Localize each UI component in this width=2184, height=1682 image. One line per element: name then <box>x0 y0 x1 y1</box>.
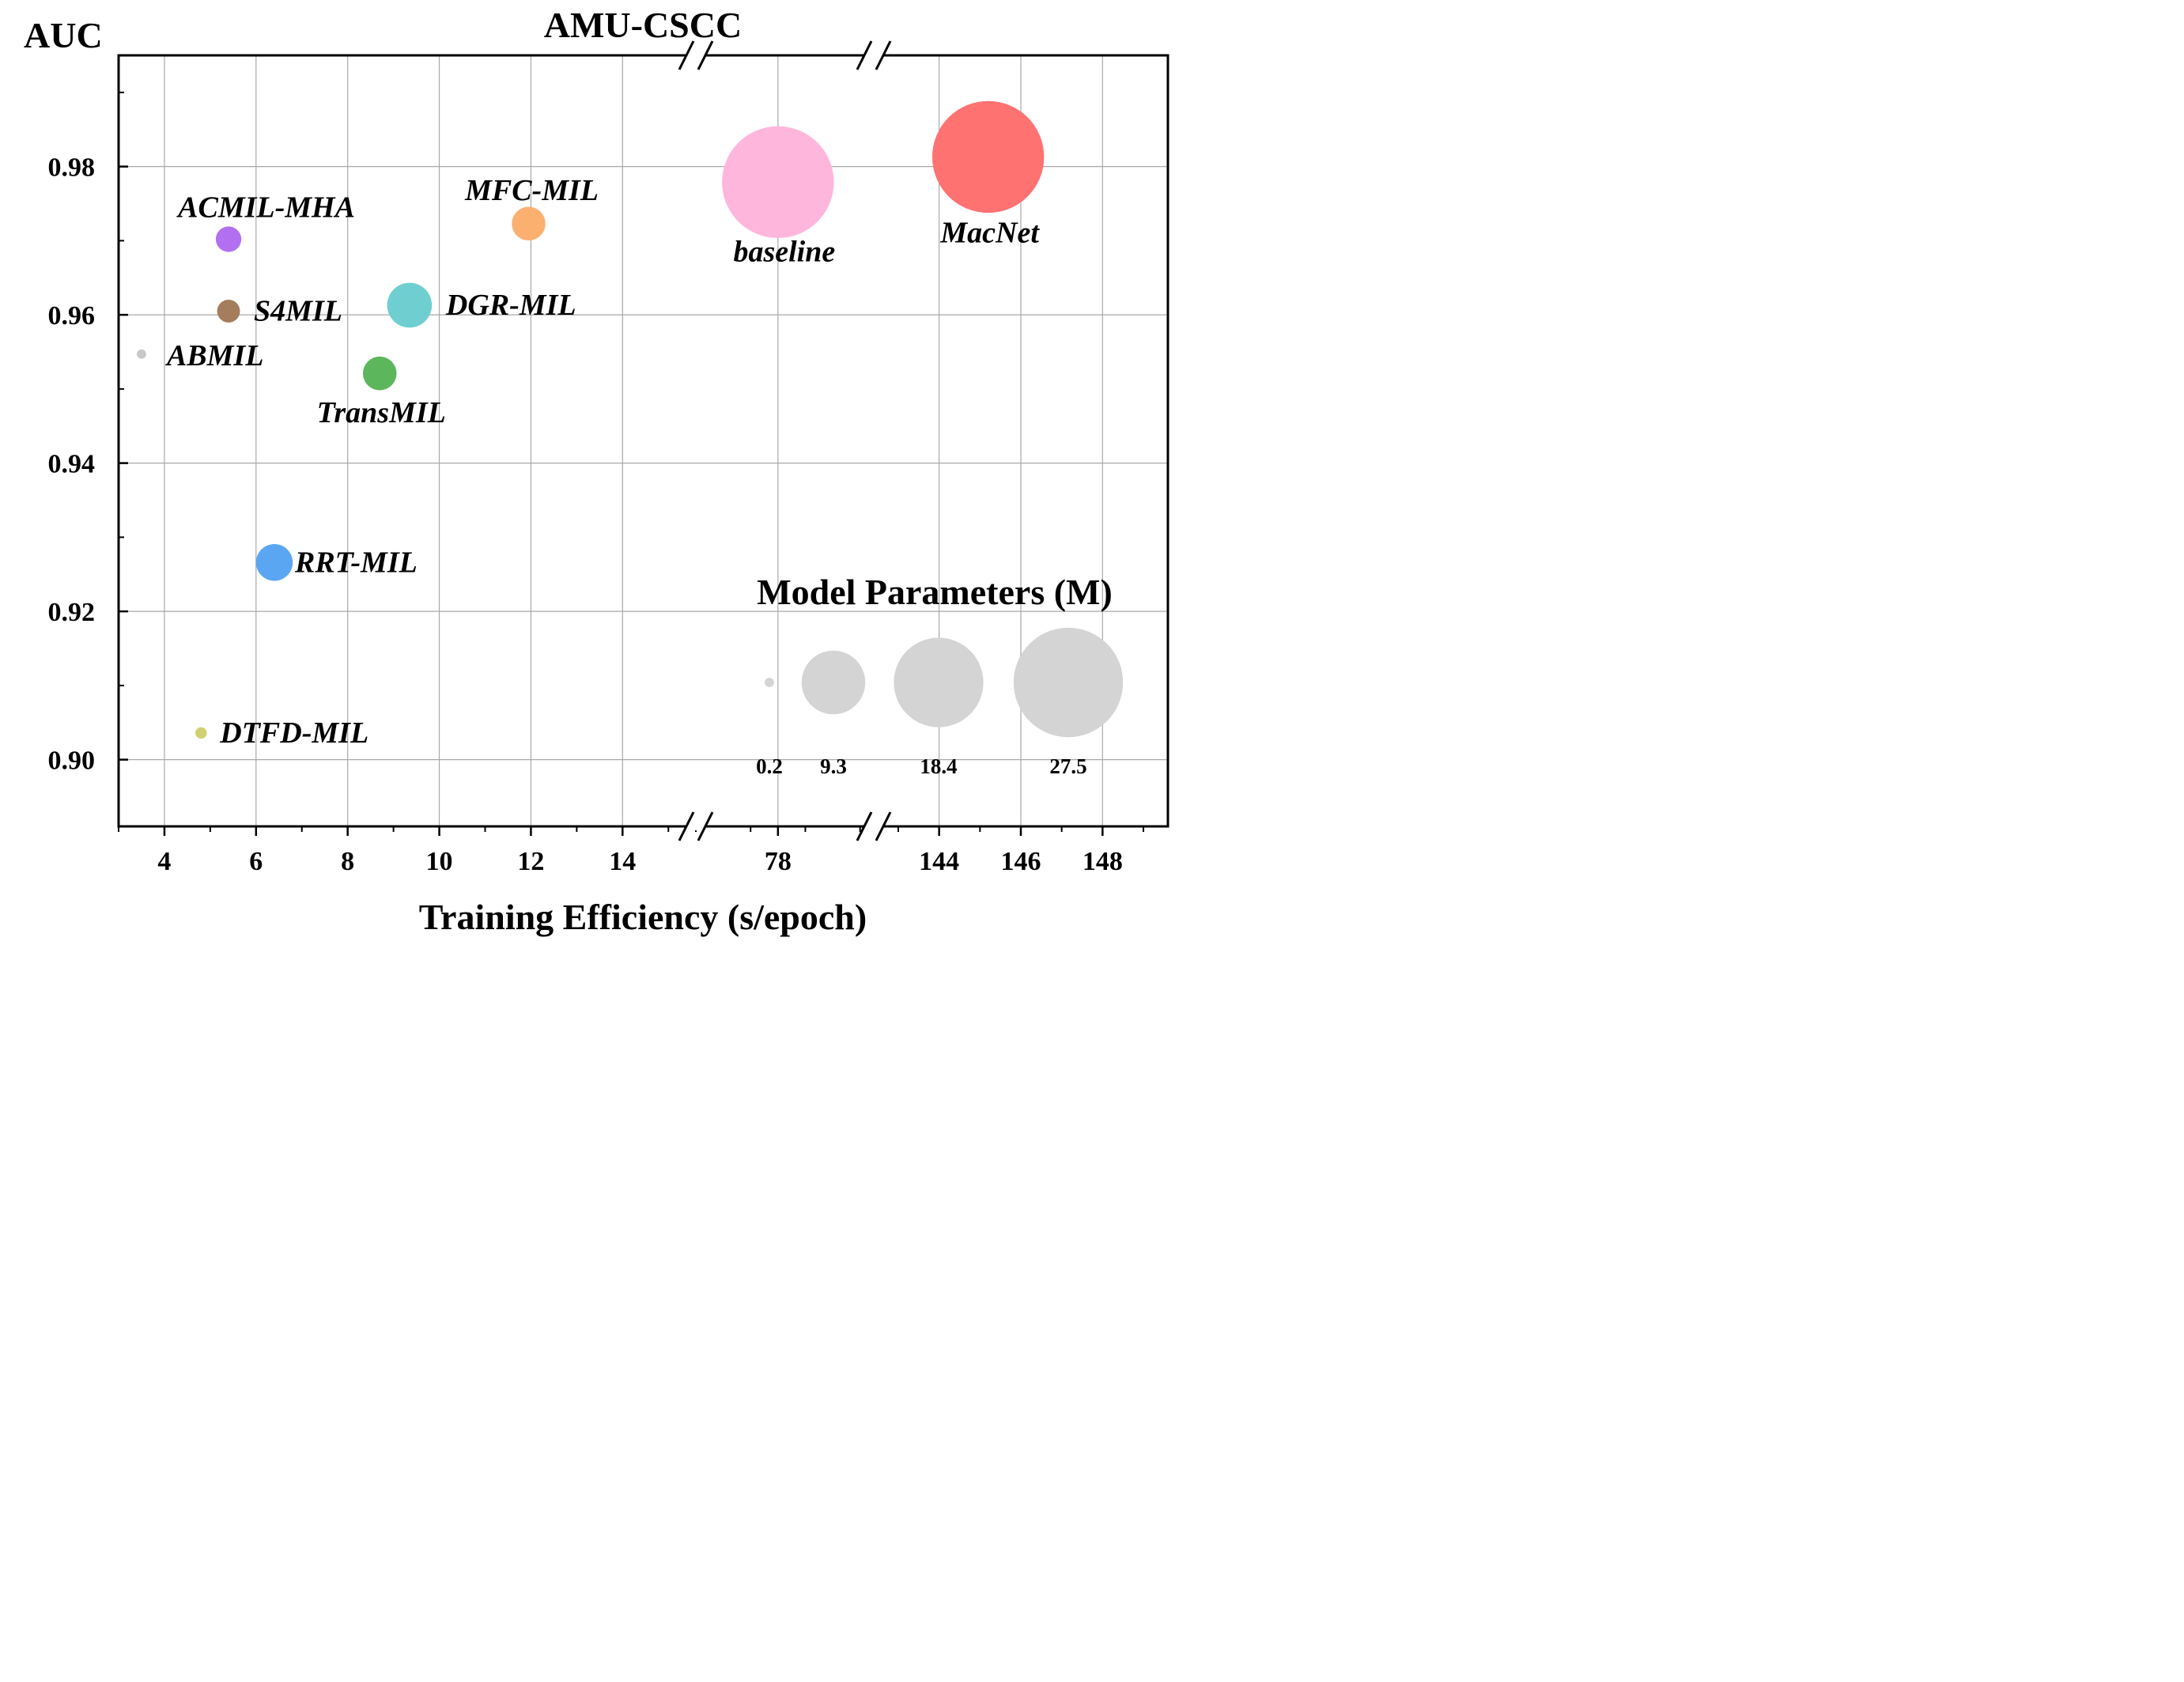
bubble-acmil-mha <box>215 226 242 252</box>
axis-breaks <box>678 40 892 841</box>
x-tick-label: 12 <box>517 847 544 876</box>
point-label-abmil: ABMIL <box>165 339 263 372</box>
axis-break-gap <box>864 51 883 59</box>
legend-value-label: 18.4 <box>920 754 957 778</box>
bubble-s4mil <box>217 299 240 323</box>
x-tick-label: 146 <box>1001 847 1041 876</box>
x-tick-label: 148 <box>1083 847 1123 876</box>
point-label-mfc-mil: MFC-MIL <box>464 174 599 207</box>
y-tick-label: 0.94 <box>48 450 96 479</box>
x-axis-label: Training Efficiency (s/epoch) <box>419 897 867 937</box>
y-tick-label: 0.96 <box>48 301 96 331</box>
point-label-macnet: MacNet <box>939 216 1040 249</box>
x-tick-label: 144 <box>919 847 959 876</box>
axis-break-mark <box>678 40 695 70</box>
bubble-transmil <box>362 356 397 391</box>
point-label-baseline: baseline <box>733 235 835 268</box>
bubble-abmil <box>137 349 146 359</box>
point-label-acmil-mha: ACMIL-MHA <box>176 191 355 225</box>
legend-bubble <box>801 650 866 715</box>
axis-break-mark <box>856 40 873 70</box>
axis-break-gap <box>686 822 705 830</box>
chart-title: AMU-CSCC <box>544 5 742 45</box>
plot-frame <box>117 54 1169 828</box>
x-tick-label: 14 <box>609 847 636 876</box>
bubbles <box>137 100 1045 739</box>
axis-break-gap <box>864 822 883 830</box>
axis-break-gap <box>686 51 705 59</box>
legend-value-label: 27.5 <box>1049 754 1086 778</box>
chart: Model Parameters (M) 0.2 9.3 18.4 27.5 4 6 8 1… <box>0 0 1234 951</box>
size-legend: Model Parameters (M) 0.2 9.3 18.4 27.5 <box>756 572 1124 778</box>
y-axis-label: AUC <box>24 15 103 55</box>
y-tick-label: 0.90 <box>48 747 96 776</box>
axis-break-mark <box>875 811 892 841</box>
bubble-macnet <box>931 100 1045 214</box>
chart-background <box>0 0 1234 951</box>
x-tick-label: 8 <box>341 847 354 876</box>
axis-break-mark <box>697 40 714 70</box>
x-tick-label: 10 <box>426 847 453 876</box>
bubble-mfc-mil <box>512 206 546 241</box>
axes: 4 6 8 10 12 14 78 144 146 148 0.90 0.92 0.94 0.96 0.98 <box>48 54 1169 876</box>
y-tick-label: 0.92 <box>48 598 96 627</box>
point-labels: ABMIL ACMIL-MHA S4MIL DTFD-MIL RRT-MIL TransM… <box>165 174 1040 750</box>
point-label-dgr-mil: DGR-MIL <box>445 289 576 322</box>
bubble-dgr-mil <box>387 282 433 328</box>
legend-bubble <box>765 678 774 687</box>
grid <box>119 55 1168 826</box>
point-label-s4mil: S4MIL <box>254 294 342 327</box>
bubble-dtfd-mil <box>195 727 207 739</box>
legend-value-label: 9.3 <box>820 754 847 778</box>
x-tick-label: 6 <box>249 847 263 876</box>
x-tick-label: 4 <box>157 847 171 876</box>
point-label-dtfd-mil: DTFD-MIL <box>219 716 368 750</box>
legend-bubble <box>894 637 984 728</box>
x-tick-label: 78 <box>765 847 792 876</box>
axis-break-mark <box>678 811 695 841</box>
y-tick-label: 0.98 <box>48 153 96 183</box>
bubble-baseline <box>722 126 834 239</box>
bubble-rrt-mil <box>255 544 293 581</box>
legend-bubble <box>1013 627 1124 738</box>
size-legend-title: Model Parameters (M) <box>757 572 1113 612</box>
axis-break-mark <box>697 811 714 841</box>
axis-break-mark <box>856 811 873 841</box>
axis-break-mark <box>875 40 892 70</box>
legend-value-label: 0.2 <box>756 754 783 778</box>
point-label-transmil: TransMIL <box>317 396 446 429</box>
point-label-rrt-mil: RRT-MIL <box>294 546 418 579</box>
